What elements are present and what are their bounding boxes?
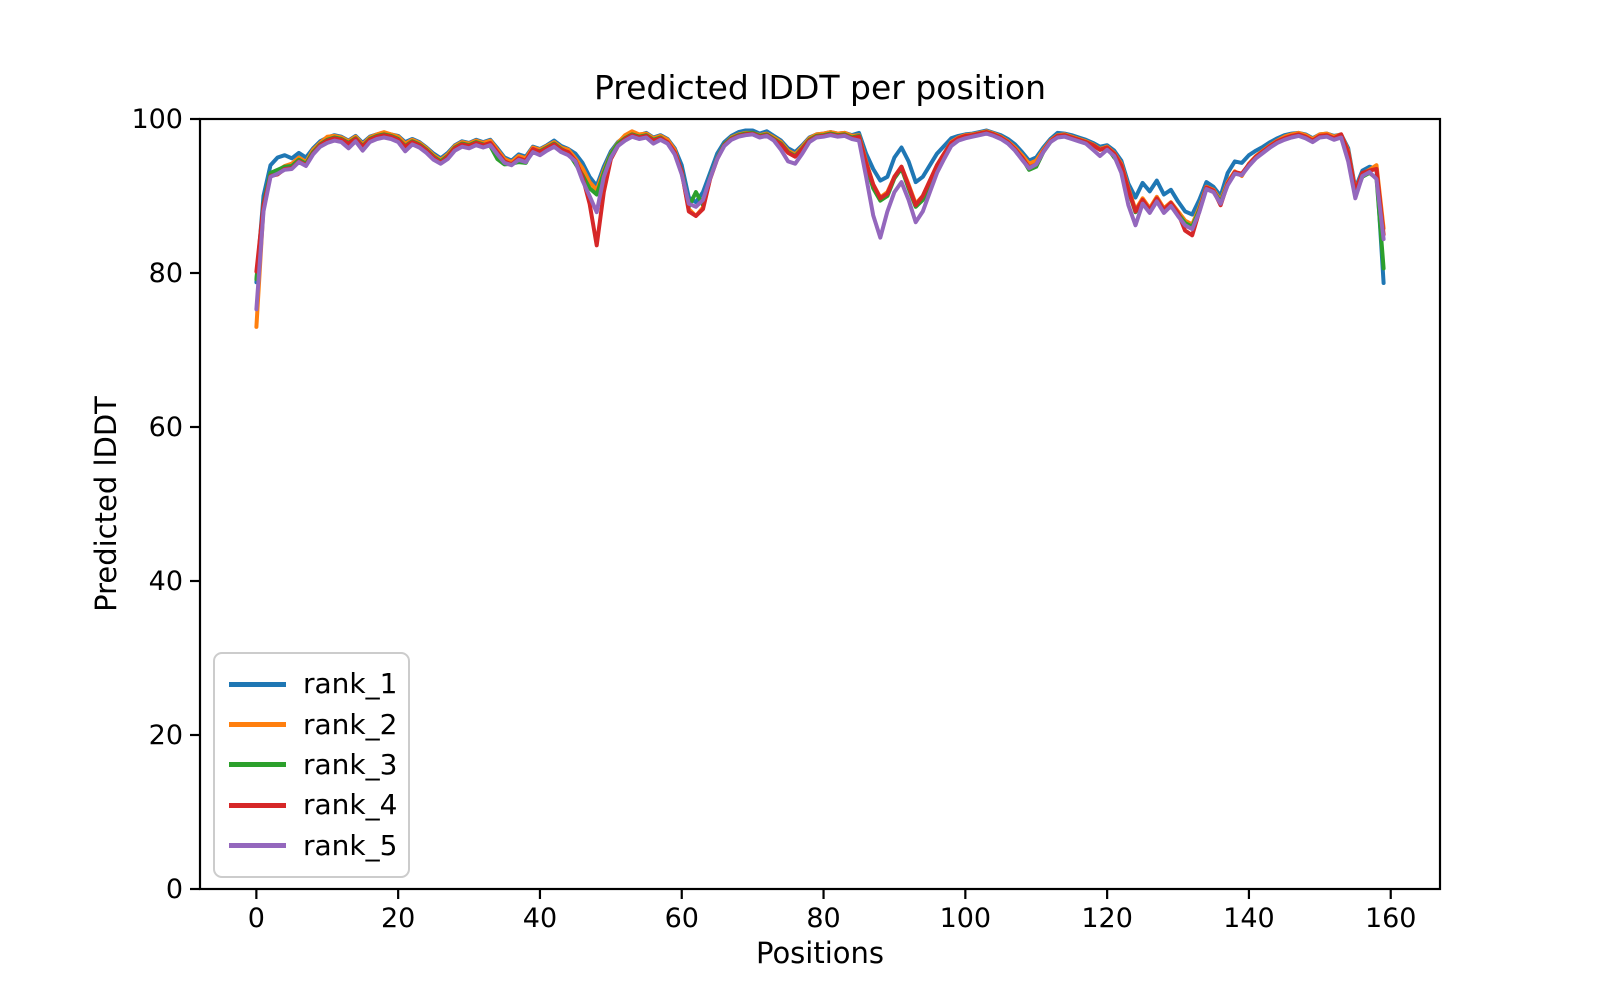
legend-item-rank-4: rank_4 — [229, 788, 398, 822]
series-line-rank_2 — [254, 129, 1386, 329]
chart-title: Predicted lDDT per position — [593, 68, 1047, 107]
legend-line-swatch-rank-3 — [229, 762, 286, 768]
legend-line-swatch-rank-5 — [229, 843, 286, 849]
x-axis-label: Positions — [755, 936, 885, 970]
x-tick-label: 60 — [665, 903, 699, 934]
legend-label: rank_3 — [303, 747, 398, 781]
legend-line-swatch-rank-1 — [229, 681, 286, 687]
y-tick-label: 20 — [149, 720, 183, 751]
legend-label: rank_2 — [303, 707, 398, 741]
x-tick-label: 80 — [806, 903, 840, 934]
legend-item-rank-2: rank_2 — [229, 707, 398, 741]
legend-line-swatch-rank-4 — [229, 802, 286, 808]
x-tick-label: 100 — [940, 903, 992, 934]
x-tick-label: 160 — [1365, 903, 1417, 934]
legend-item-rank-5: rank_5 — [229, 828, 398, 862]
axis-ticks: 0 20 40 60 80 100 120 140 160 0 20 40 60 80 100 — [131, 104, 1416, 934]
x-tick-label: 120 — [1081, 903, 1133, 934]
y-tick-label: 40 — [149, 566, 183, 597]
series-line-rank_5 — [254, 131, 1386, 312]
legend-line-swatch-rank-2 — [229, 722, 286, 728]
y-tick-label: 80 — [149, 258, 183, 289]
series-lines — [254, 128, 1386, 329]
y-tick-label: 60 — [149, 412, 183, 443]
legend-label: rank_5 — [303, 828, 398, 862]
x-tick-label: 40 — [523, 903, 557, 934]
x-tick-label: 0 — [248, 903, 265, 934]
y-tick-label: 0 — [166, 874, 183, 905]
y-tick-label: 100 — [131, 104, 183, 135]
x-tick-label: 140 — [1223, 903, 1275, 934]
y-axis-label: Predicted lDDT — [89, 396, 123, 612]
legend-label: rank_4 — [303, 788, 398, 822]
plot-frame — [198, 117, 1442, 891]
legend-label: rank_1 — [303, 667, 398, 701]
legend-item-rank-3: rank_3 — [229, 747, 398, 781]
legend-item-rank-1: rank_1 — [229, 667, 398, 701]
legend: rank_1 rank_2 rank_3 rank_4 rank_5 — [213, 652, 410, 878]
x-tick-label: 20 — [381, 903, 415, 934]
